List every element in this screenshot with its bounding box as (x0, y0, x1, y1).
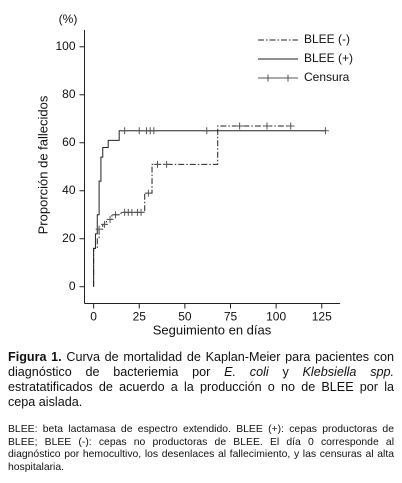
caption: Figura 1. Curva de mortalidad de Kaplan-… (8, 350, 394, 410)
y-tick-label: 40 (62, 183, 76, 197)
x-tick-label: 100 (266, 310, 286, 324)
caption-text: Curva de mortalidad de Kaplan-Meier para… (8, 350, 394, 379)
censor-mark (106, 216, 114, 224)
y-unit: (%) (59, 12, 78, 26)
caption-text: y (268, 365, 303, 379)
x-tick-label: 125 (312, 310, 332, 324)
censor-mark (263, 122, 271, 130)
caption-italic: E. coli (224, 365, 269, 379)
censor-mark (144, 189, 152, 197)
censor-mark (95, 225, 103, 233)
km-line (93, 130, 326, 287)
caption-italic: Klebsiella spp. (302, 365, 395, 379)
x-tick-label: 25 (133, 310, 147, 324)
y-tick-label: 20 (62, 231, 76, 245)
caption-label: Figura 1. (8, 350, 62, 364)
censor-mark (135, 127, 143, 135)
censor-mark (287, 122, 295, 130)
chart: (%) Proporción de fallecidos Seguimiento… (35, 12, 353, 337)
km-line (93, 125, 295, 287)
y-tick-label: 80 (62, 87, 76, 101)
censor-mark (112, 211, 120, 219)
censor-mark (264, 74, 272, 82)
note: BLEE: beta lactamasa de espectro extendi… (8, 424, 394, 473)
x-tick-label: 50 (178, 310, 192, 324)
censor-mark (321, 127, 329, 135)
legend-label: Censura (304, 70, 350, 84)
x-tick-label: 0 (90, 310, 97, 324)
censor-mark (150, 127, 158, 135)
censor-mark (203, 127, 211, 135)
censor-mark (137, 208, 145, 216)
censor-mark (154, 160, 161, 168)
caption-text: estratatificados de acuerdo a la producc… (8, 380, 394, 409)
legend-label: BLEE (+) (304, 51, 353, 65)
censor-mark (101, 220, 109, 228)
y-axis-label: Proporción de fallecidos (35, 95, 50, 234)
y-tick-label: 100 (55, 39, 75, 53)
y-tick-label: 0 (69, 279, 76, 293)
x-tick-label: 75 (224, 310, 238, 324)
censor-mark (236, 122, 244, 130)
censor-mark (121, 127, 129, 135)
x-axis-label: Seguimiento en días (153, 322, 272, 337)
legend-label: BLEE (-) (304, 32, 350, 46)
censor-mark (163, 160, 171, 168)
censor-mark (284, 74, 292, 82)
y-tick-label: 60 (62, 135, 76, 149)
